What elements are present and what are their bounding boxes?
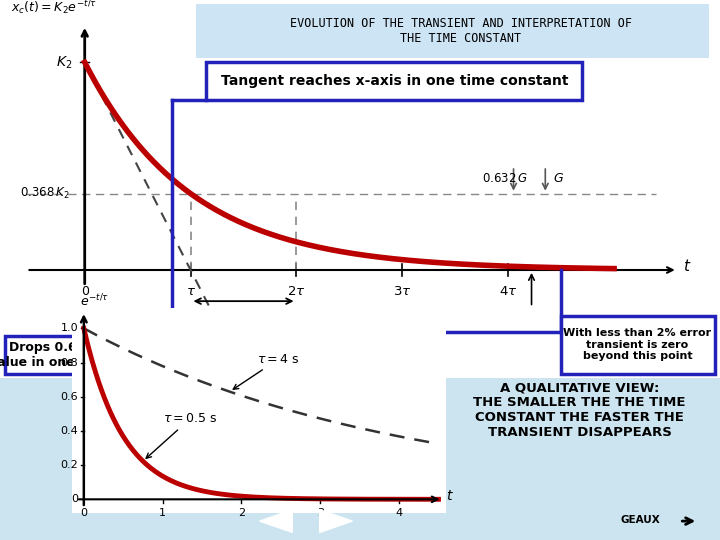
Text: 0.2: 0.2 bbox=[60, 460, 78, 470]
Text: $e^{-t/\tau}$: $e^{-t/\tau}$ bbox=[80, 293, 109, 309]
Text: 0.6: 0.6 bbox=[60, 392, 78, 402]
Bar bbox=[5, 336, 254, 374]
Text: 0: 0 bbox=[81, 285, 89, 298]
Bar bbox=[207, 62, 582, 100]
Text: 0.8: 0.8 bbox=[60, 357, 78, 368]
Text: $2\tau$: $2\tau$ bbox=[287, 285, 306, 298]
Bar bbox=[561, 316, 715, 374]
Text: EVOLUTION OF THE TRANSIENT AND INTERPRETATION OF
THE TIME CONSTANT: EVOLUTION OF THE TRANSIENT AND INTERPRET… bbox=[289, 17, 631, 45]
Text: $\tau$: $\tau$ bbox=[238, 314, 248, 328]
Text: 2: 2 bbox=[238, 508, 245, 518]
Polygon shape bbox=[259, 510, 292, 532]
Text: $\tau=0.5\ \mathrm{s}$: $\tau=0.5\ \mathrm{s}$ bbox=[146, 413, 217, 458]
Text: GEAUX: GEAUX bbox=[620, 516, 660, 525]
Text: Tangent reaches x-axis in one time constant: Tangent reaches x-axis in one time const… bbox=[221, 74, 569, 88]
Text: 3: 3 bbox=[317, 508, 324, 518]
Polygon shape bbox=[320, 510, 353, 532]
Text: $\tau = 4\ \mathrm{s}$: $\tau = 4\ \mathrm{s}$ bbox=[233, 353, 300, 389]
Text: $3\tau$: $3\tau$ bbox=[393, 285, 412, 298]
Text: $t$: $t$ bbox=[446, 489, 454, 503]
Text: $0.368\,K_2$: $0.368\,K_2$ bbox=[20, 186, 70, 201]
Text: $\tau$: $\tau$ bbox=[186, 285, 196, 298]
Text: $4\tau$: $4\tau$ bbox=[499, 285, 518, 298]
Text: 0: 0 bbox=[71, 494, 78, 504]
Text: With less than 2% error
transient is zero
beyond this point: With less than 2% error transient is zer… bbox=[563, 328, 711, 361]
Text: Drops 0.632 of initial
value in one time constant: Drops 0.632 of initial value in one time… bbox=[0, 341, 176, 369]
Bar bbox=[196, 4, 709, 58]
Text: $G$: $G$ bbox=[553, 172, 564, 185]
Text: $t$: $t$ bbox=[683, 258, 691, 274]
Text: A QUALITATIVE VIEW:
THE SMALLER THE THE TIME
CONSTANT THE FASTER THE
TRANSIENT D: A QUALITATIVE VIEW: THE SMALLER THE THE … bbox=[473, 381, 686, 440]
FancyArrowPatch shape bbox=[682, 518, 692, 524]
Text: 0.4: 0.4 bbox=[60, 426, 78, 436]
Text: 1.0: 1.0 bbox=[60, 323, 78, 333]
Text: 0: 0 bbox=[81, 508, 87, 518]
Text: $x_c(t) = K_2e^{-t/\tau}$: $x_c(t) = K_2e^{-t/\tau}$ bbox=[11, 0, 97, 17]
Text: $K_2$: $K_2$ bbox=[55, 54, 72, 71]
Text: 1: 1 bbox=[159, 508, 166, 518]
Text: $0.632\,G$: $0.632\,G$ bbox=[482, 172, 528, 185]
Text: 4: 4 bbox=[395, 508, 402, 518]
